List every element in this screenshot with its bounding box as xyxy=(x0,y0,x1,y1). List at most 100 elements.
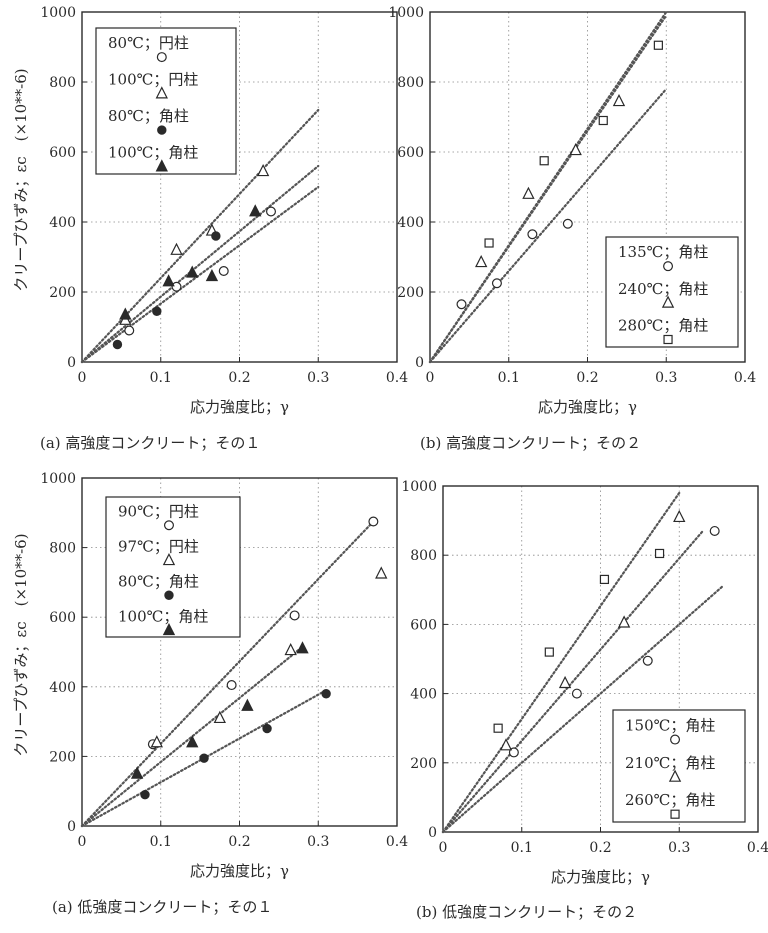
x-tick-label: 0 xyxy=(78,370,87,386)
x-tick-label: 0 xyxy=(426,370,435,386)
data-point xyxy=(569,142,582,156)
data-point xyxy=(544,647,554,657)
data-point xyxy=(598,115,608,126)
legend: 150℃；角柱 210℃；角柱 260℃；角柱 xyxy=(612,709,746,823)
data-point xyxy=(522,186,535,199)
data-point xyxy=(140,789,150,800)
data-point xyxy=(499,738,513,751)
data-point xyxy=(249,204,262,217)
legend-entry-label: 100℃；円柱 xyxy=(108,71,198,89)
data-point xyxy=(150,735,163,748)
y-tick-label: 800 xyxy=(410,548,437,564)
legend-marker xyxy=(163,520,174,531)
y-tick-label: 0 xyxy=(67,819,76,835)
legend-marker xyxy=(668,769,682,782)
x-tick-label: 0.4 xyxy=(734,370,756,386)
legend-entry-label: 240℃；角柱 xyxy=(618,280,708,298)
x-tick-label: 0.4 xyxy=(386,834,408,850)
x-tick-label: 0.3 xyxy=(307,834,329,850)
legend-marker xyxy=(670,734,681,745)
x-tick-label: 0.2 xyxy=(228,834,250,850)
data-point xyxy=(130,766,144,779)
y-tick-label: 400 xyxy=(49,215,76,231)
y-tick-label: 200 xyxy=(410,756,437,772)
y-tick-label: 200 xyxy=(49,285,76,301)
y-tick-label: 400 xyxy=(49,680,76,696)
legend-entry-label: 100℃；角柱 xyxy=(108,144,198,162)
data-point xyxy=(124,325,135,336)
legend-marker xyxy=(162,622,176,636)
legend-box xyxy=(605,236,739,348)
fit-line xyxy=(80,185,320,364)
legend-entry-label: 97℃；円柱 xyxy=(118,537,199,555)
fit-line xyxy=(428,87,668,364)
y-tick-label: 0 xyxy=(428,825,437,841)
fit-line xyxy=(80,520,375,828)
data-point xyxy=(226,680,237,691)
x-tick-label: 0.1 xyxy=(511,840,533,856)
data-point xyxy=(368,516,379,527)
data-point xyxy=(199,753,209,763)
data-point xyxy=(241,698,254,711)
legend: 135℃；角柱 240℃；角柱 280℃；角柱 xyxy=(605,236,739,348)
x-axis-label: 応力強度比；γ xyxy=(538,398,637,416)
data-point xyxy=(262,723,272,734)
panel-caption: (a) 低強度コンクリート；その１ xyxy=(52,898,272,916)
data-point xyxy=(612,93,626,107)
x-tick-label: 0.2 xyxy=(228,370,250,386)
legend-marker xyxy=(155,159,168,172)
chart-panel-c: 0 0.1 0.2 0.3 0.4 0 200 400 600 800 1000 応力強度比；γ クリー… xyxy=(12,471,408,916)
fit-line xyxy=(441,491,681,834)
x-tick-label: 0.4 xyxy=(386,370,408,386)
data-point xyxy=(562,218,573,229)
data-point xyxy=(112,339,123,350)
legend-marker xyxy=(663,334,673,345)
x-tick-label: 0.3 xyxy=(668,840,690,856)
y-tick-label: 1000 xyxy=(40,471,76,487)
legend-entry-label: 80℃；円柱 xyxy=(108,34,189,52)
x-axis-label: 応力強度比；γ xyxy=(551,868,650,886)
y-tick-label: 600 xyxy=(49,145,76,161)
legend-marker xyxy=(670,809,680,819)
y-tick-label: 200 xyxy=(397,285,424,301)
data-point xyxy=(375,566,388,579)
legend-entry-label: 210℃；角柱 xyxy=(625,754,715,772)
data-point xyxy=(186,735,199,748)
data-point xyxy=(266,206,277,217)
fit-line xyxy=(80,108,320,364)
legend-entry-label: 80℃；角柱 xyxy=(108,107,189,125)
x-tick-label: 0 xyxy=(78,834,87,850)
legend-entry-label: 260℃；角柱 xyxy=(625,791,715,809)
x-tick-label: 0.1 xyxy=(498,370,520,386)
data-point xyxy=(617,615,631,628)
fit-line xyxy=(441,585,724,834)
legend-entry-label: 150℃；角柱 xyxy=(625,717,715,735)
legend-entry-label: 80℃；角柱 xyxy=(118,572,199,590)
data-point xyxy=(456,299,467,310)
y-tick-label: 600 xyxy=(410,617,437,633)
legend-entry-label: 90℃；円柱 xyxy=(118,502,199,520)
x-tick-label: 0.3 xyxy=(307,370,329,386)
data-point xyxy=(558,675,572,689)
chart-panel-d: 0 0.1 0.2 0.3 0.4 0 200 400 600 800 1000 応力強度比；γ 150… xyxy=(401,479,768,921)
legend-box xyxy=(612,709,746,823)
data-point xyxy=(642,655,653,666)
data-point xyxy=(119,307,132,320)
y-tick-label: 1000 xyxy=(401,479,437,495)
fit-line xyxy=(80,164,320,364)
data-point xyxy=(654,548,665,559)
data-point xyxy=(211,231,221,241)
y-tick-label: 200 xyxy=(49,749,76,765)
data-point xyxy=(284,642,297,656)
x-tick-label: 0.4 xyxy=(747,840,768,856)
data-point xyxy=(484,238,494,248)
data-point xyxy=(296,641,309,654)
panel-caption: (b) 高強度コンクリート；その２ xyxy=(420,434,641,452)
y-tick-label: 600 xyxy=(49,610,76,626)
data-point xyxy=(321,689,331,699)
x-axis-label: 応力強度比；γ xyxy=(190,398,289,416)
data-point xyxy=(218,266,229,277)
fit-line xyxy=(441,529,704,834)
y-tick-label: 1000 xyxy=(388,5,424,21)
